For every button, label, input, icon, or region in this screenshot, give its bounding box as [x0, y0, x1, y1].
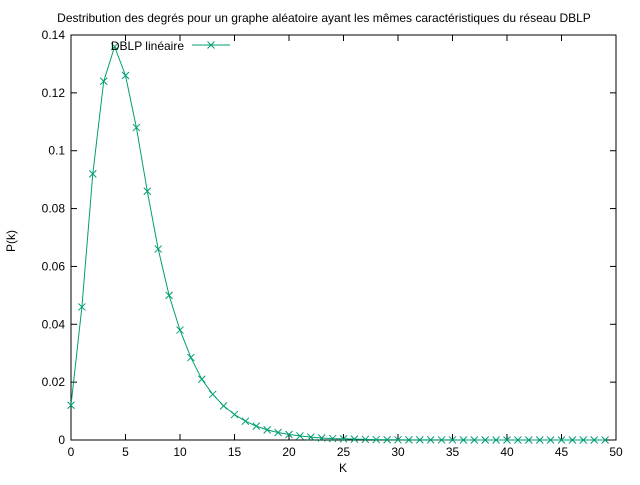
data-point-marker [274, 428, 282, 437]
data-point-marker [296, 432, 304, 440]
data-point-marker [219, 402, 228, 410]
x-tick-label: 5 [122, 445, 129, 459]
data-point-marker [230, 410, 239, 419]
y-tick-label: 0.04 [42, 317, 66, 331]
y-tick-label: 0.08 [42, 202, 66, 216]
data-point-marker [197, 375, 206, 384]
data-point-marker [154, 245, 163, 253]
data-point-marker [121, 71, 130, 80]
y-axis: 0 0.02 0.04 0.06 0.08 0.1 0.12 0.14 [42, 28, 616, 447]
x-axis: 0 5 10 15 20 25 30 35 40 45 50 [68, 35, 623, 459]
data-point-marker [350, 435, 359, 443]
x-tick-label: 15 [228, 445, 242, 459]
legend: DBLP linéaire [111, 39, 230, 53]
data-point-marker [470, 436, 479, 444]
data-point-marker [481, 436, 490, 444]
data-point-marker [524, 436, 533, 444]
data-point-marker [557, 436, 566, 444]
data-point-marker [143, 187, 152, 196]
x-tick-label: 20 [282, 445, 296, 459]
series-layer [67, 42, 609, 444]
chart-title: Destribution des degrés pour un graphe a… [57, 11, 591, 25]
y-tick-label: 0.14 [42, 28, 66, 42]
data-point-marker [132, 123, 141, 132]
y-tick-label: 0.06 [42, 259, 66, 273]
data-point-marker [535, 436, 544, 444]
y-tick-label: 0.1 [48, 144, 65, 158]
data-point-marker [448, 436, 457, 444]
data-point-marker [601, 436, 609, 444]
data-point-marker [110, 42, 119, 51]
data-point-marker [317, 434, 326, 442]
x-tick-label: 30 [391, 445, 405, 459]
data-point-marker [394, 435, 402, 444]
data-point-marker [426, 436, 435, 444]
x-axis-label: K [339, 461, 347, 475]
x-tick-label: 40 [500, 445, 514, 459]
data-point-marker [383, 435, 391, 444]
data-point-marker [208, 390, 217, 399]
x-tick-label: 35 [446, 445, 460, 459]
data-point-marker [263, 426, 272, 434]
data-point-marker [590, 436, 599, 444]
y-axis-label: P(k) [4, 230, 18, 252]
data-point-marker [514, 436, 522, 444]
data-point-marker [88, 170, 97, 178]
data-point-marker [339, 434, 348, 443]
data-point-marker [437, 436, 446, 444]
data-point-marker [459, 436, 468, 444]
data-point-marker [176, 326, 184, 334]
data-point-marker [187, 353, 195, 362]
data-point-marker [546, 436, 555, 444]
data-point-marker [252, 422, 261, 430]
data-point-marker [361, 435, 370, 444]
legend-marker-icon [207, 41, 215, 49]
x-tick-label: 45 [555, 445, 569, 459]
legend-label: DBLP linéaire [111, 39, 184, 53]
data-point-marker [306, 433, 315, 441]
data-point-marker [285, 430, 293, 439]
data-point-marker [415, 436, 424, 444]
x-tick-label: 25 [337, 445, 351, 459]
data-point-marker [405, 436, 413, 444]
x-tick-label: 50 [609, 445, 623, 459]
data-point-marker [78, 303, 86, 311]
data-point-marker [372, 435, 381, 444]
data-point-marker [328, 434, 337, 443]
x-tick-label: 10 [173, 445, 187, 459]
data-point-marker [492, 436, 500, 444]
y-tick-label: 0.12 [42, 86, 66, 100]
data-point-marker [241, 417, 250, 426]
data-point-marker [568, 436, 577, 444]
y-tick-label: 0 [58, 433, 65, 447]
x-tick-label: 0 [68, 445, 75, 459]
data-point-marker [99, 77, 108, 86]
data-point-marker [503, 436, 511, 444]
plot-frame [70, 34, 617, 441]
data-point-marker [579, 436, 588, 444]
data-point-marker [67, 401, 75, 410]
series-line [70, 45, 606, 441]
y-tick-label: 0.02 [42, 375, 66, 389]
data-point-marker [165, 291, 173, 300]
